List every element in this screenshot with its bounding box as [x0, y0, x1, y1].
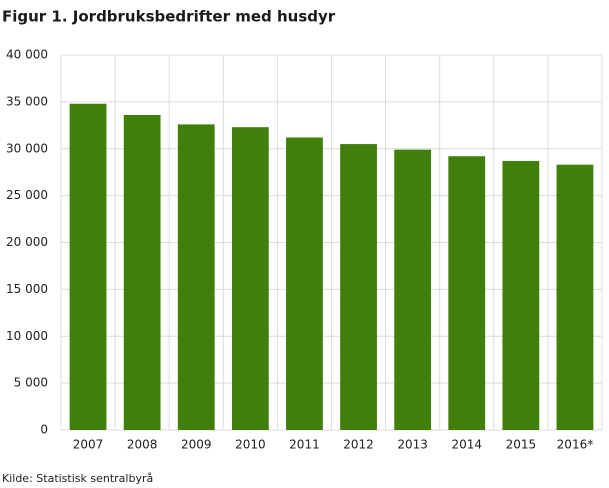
y-tick-label: 20 000	[6, 235, 48, 249]
bar	[177, 124, 215, 430]
x-tick-label: 2014	[451, 438, 482, 452]
bar	[448, 156, 486, 430]
x-tick-label: 2012	[343, 438, 374, 452]
y-tick-label: 5 000	[14, 376, 48, 390]
y-tick-label: 25 000	[6, 188, 48, 202]
y-tick-label: 35 000	[6, 94, 48, 108]
bar	[340, 144, 377, 430]
x-tick-label: 2015	[506, 438, 537, 452]
y-tick-label: 10 000	[6, 329, 48, 343]
bar	[123, 115, 161, 430]
x-tick-label: 2010	[235, 438, 266, 452]
x-tick-label: 2009	[181, 438, 212, 452]
bar	[231, 127, 269, 430]
bar	[556, 164, 594, 430]
x-tick-label: 2016*	[557, 438, 594, 452]
x-tick-label: 2013	[397, 438, 428, 452]
x-tick-label: 2007	[73, 438, 104, 452]
x-tick-label: 2011	[289, 438, 320, 452]
y-tick-label: 15 000	[6, 282, 48, 296]
y-tick-label: 30 000	[6, 141, 48, 155]
x-tick-label: 2008	[127, 438, 158, 452]
y-tick-label: 40 000	[6, 48, 48, 62]
bar	[286, 137, 323, 430]
y-tick-label: 0	[40, 423, 48, 437]
source-note: Kilde: Statistisk sentralbyrå	[2, 472, 153, 485]
bar	[69, 103, 107, 430]
chart-title: Figur 1. Jordbruksbedrifter med husdyr	[2, 8, 336, 26]
bar	[502, 160, 540, 430]
bar	[394, 149, 432, 430]
